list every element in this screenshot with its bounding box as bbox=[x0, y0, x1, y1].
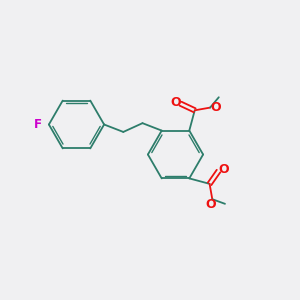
Text: O: O bbox=[206, 198, 216, 211]
Text: O: O bbox=[170, 96, 181, 109]
Text: O: O bbox=[210, 101, 220, 114]
Text: F: F bbox=[34, 118, 42, 131]
Text: O: O bbox=[218, 163, 229, 176]
